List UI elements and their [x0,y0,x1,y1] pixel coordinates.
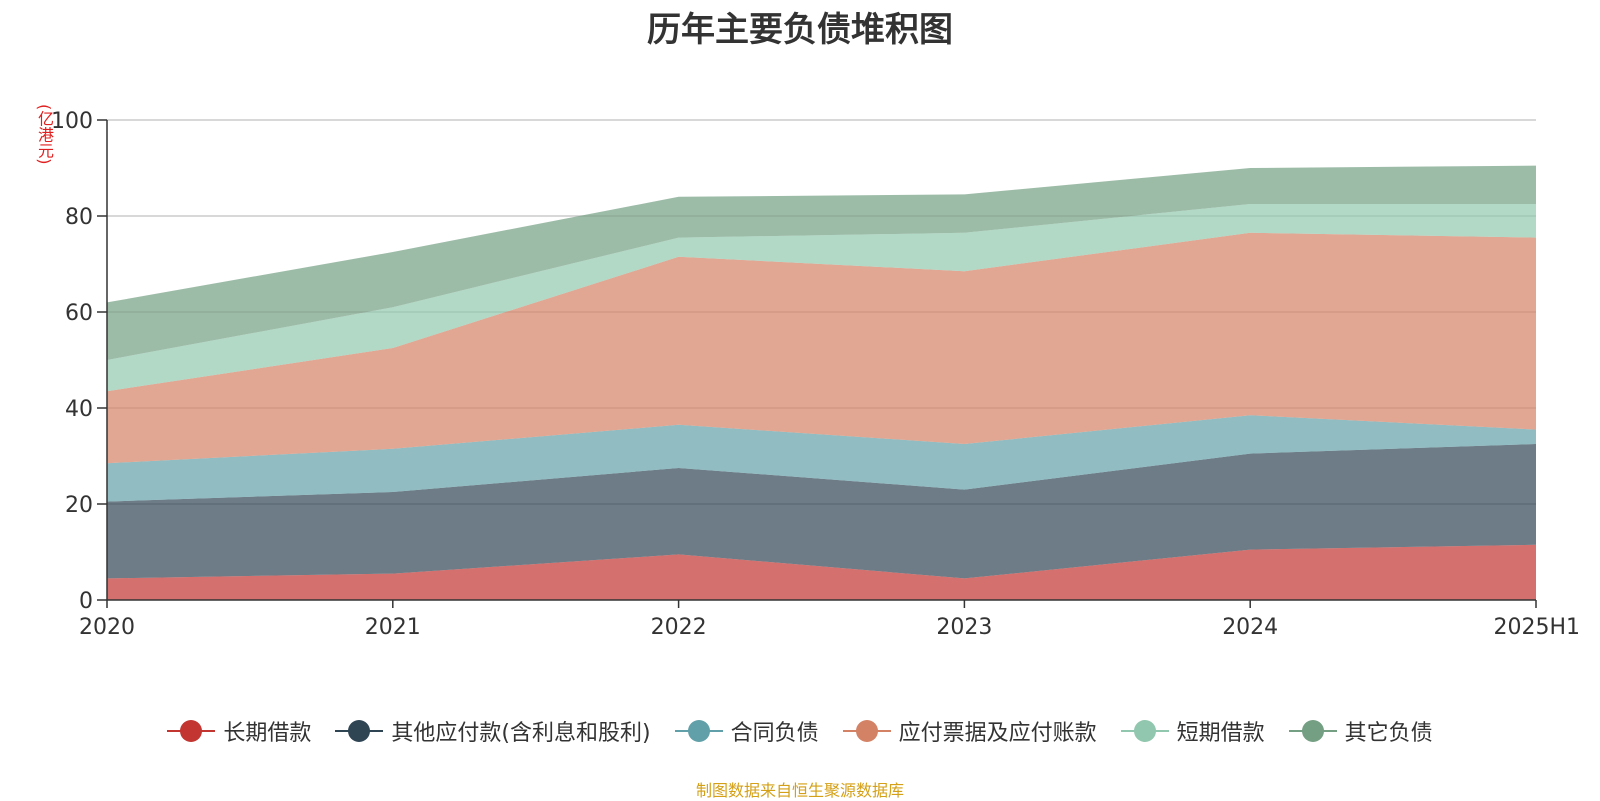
axes: 0 20 40 60 80 100 2020 2021 2022 2023 2024 2025H1 [51,109,1580,640]
legend: 长期借款 其他应付款(含利息和股利) 合同负债 应付票据及应付账款 短期借款 其它负债 [0,715,1600,747]
data-source-note: 制图数据来自恒生聚源数据库 [695,781,904,800]
legend-label: 长期借款 [223,721,312,746]
y-tick-label: 20 [65,493,93,518]
x-tick-label: 2021 [365,615,421,640]
area-series-3 [107,232,1536,464]
x-tick-label: 2024 [1222,615,1278,640]
y-tick-label: 0 [79,589,93,614]
x-tick-label: 2025H1 [1493,615,1580,640]
x-tick-label: 2020 [79,615,135,640]
legend-marker-icon [1120,719,1169,743]
area-series-1 [107,444,1536,579]
area-series-2 [107,415,1536,502]
y-tick-label: 80 [65,205,93,230]
legend-item-0[interactable]: 长期借款 [167,715,311,747]
area-series-5 [107,165,1536,360]
area-series-0 [107,544,1536,600]
legend-marker-icon [335,719,384,743]
y-tick-label: 40 [65,397,93,422]
legend-marker-icon [842,719,891,743]
y-tick-label: 60 [65,301,93,326]
legend-item-3[interactable]: 应付票据及应付账款 [842,715,1097,747]
area-series-4 [107,204,1536,392]
legend-label: 其他应付款(含利息和股利) [391,721,651,746]
x-tick-label: 2023 [936,615,992,640]
legend-item-1[interactable]: 其他应付款(含利息和股利) [335,715,651,747]
legend-marker-icon [167,719,216,743]
legend-marker-icon [674,719,723,743]
stacked-areas [107,165,1536,600]
y-tick-label: 100 [51,109,93,134]
legend-label: 合同负债 [730,721,819,746]
legend-label: 短期借款 [1176,721,1265,746]
legend-item-2[interactable]: 合同负债 [674,715,819,747]
legend-item-5[interactable]: 其它负债 [1288,715,1433,747]
legend-label: 应付票据及应付账款 [898,721,1097,746]
legend-label: 其它负债 [1344,721,1433,746]
y-axis-unit-label: (亿港元) [35,104,54,165]
legend-item-4[interactable]: 短期借款 [1120,715,1265,747]
chart-title: 历年主要负债堆积图 [647,10,953,50]
x-tick-label: 2022 [651,615,707,640]
legend-marker-icon [1288,719,1337,743]
